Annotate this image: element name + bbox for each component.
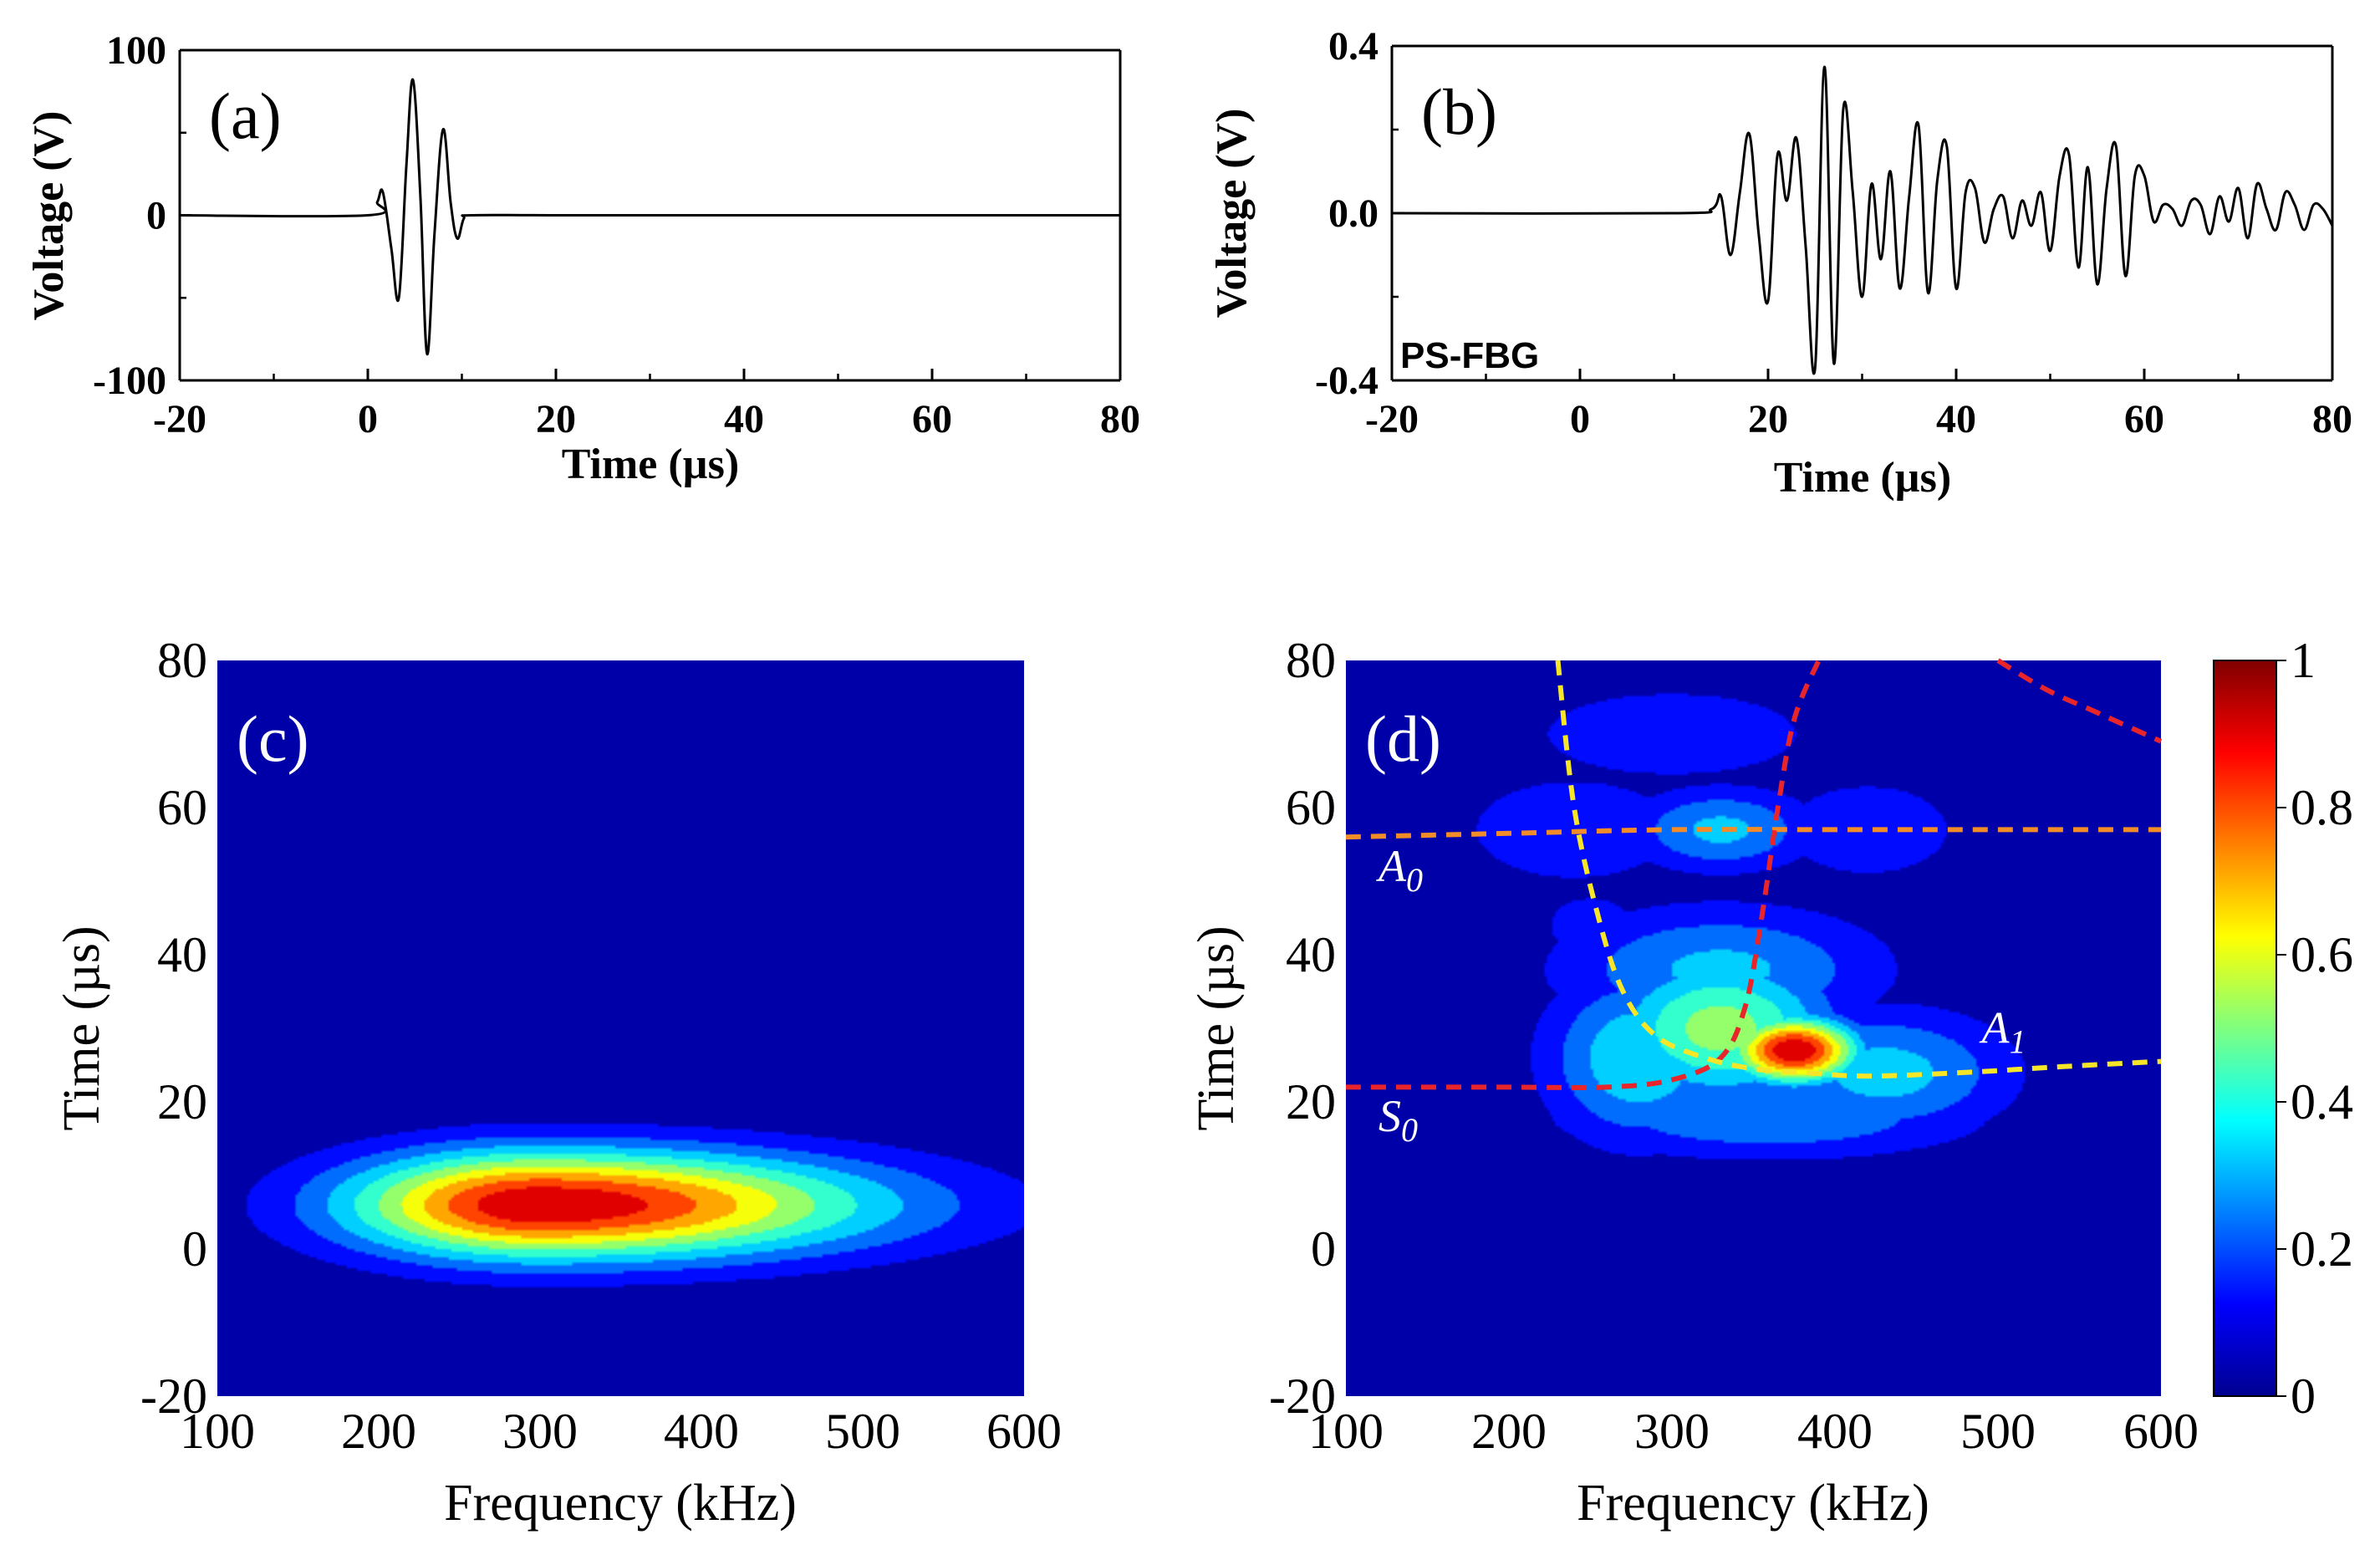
- x-tick-label: 300: [1634, 1404, 1710, 1459]
- colorbar-tick-label: 0.6: [2291, 927, 2353, 982]
- y-tick-label: 80: [1286, 633, 1336, 688]
- panel-c-x-axis-label: Frequency (kHz): [444, 1475, 797, 1532]
- dispersion-curve-extra-3: [1996, 658, 2163, 744]
- panel-d-dispersion-curves: [1345, 658, 2163, 1091]
- x-tick-label: 0: [358, 397, 378, 441]
- y-tick-label: 20: [1286, 1074, 1336, 1129]
- panel-d-heatmap: [1346, 660, 2161, 1396]
- panel-b-label: (b): [1421, 75, 1497, 148]
- colorbar-tick-label: 0: [2291, 1369, 2316, 1424]
- panel-b-signal-annotation: PS-FBG: [1400, 335, 1539, 376]
- y-tick-label: 0: [182, 1221, 207, 1277]
- panel-c-y-axis-label: Time (µs): [54, 925, 110, 1130]
- x-tick-label: 60: [912, 397, 952, 441]
- x-tick-label: -20: [1365, 397, 1419, 441]
- panel-d-y-axis-label: Time (µs): [1188, 925, 1245, 1130]
- panel-d-x-axis-label: Frequency (kHz): [1577, 1475, 1929, 1532]
- dispersion-curve-a1: [1555, 660, 2162, 1079]
- panel-d-ticks: 100 200 300 400 500 600 -20 0 20 40 60 80: [1269, 633, 2199, 1459]
- panel-b-x-axis-label: Time (µs): [1774, 454, 1951, 502]
- x-tick-label: 20: [1748, 397, 1788, 441]
- y-tick-label: 80: [157, 633, 207, 688]
- x-tick-label: 400: [664, 1404, 739, 1459]
- y-tick-label: 0: [1311, 1221, 1336, 1277]
- x-tick-label: -20: [153, 397, 206, 441]
- panel-a-x-axis-label: Time (µs): [562, 441, 739, 488]
- x-tick-label: 60: [2124, 397, 2164, 441]
- y-tick-label: 40: [157, 927, 207, 982]
- colorbar-tick-label: 1: [2291, 633, 2316, 688]
- colorbar-tick-label: 0.2: [2291, 1221, 2353, 1277]
- panel-b-y-axis-label: Voltage (V): [1208, 109, 1256, 319]
- y-tick-label: 100: [106, 28, 166, 73]
- y-tick-label: -100: [93, 359, 166, 403]
- x-tick-label: 200: [1471, 1404, 1547, 1459]
- x-tick-label: 500: [1960, 1404, 2036, 1459]
- y-tick-label: 60: [1286, 780, 1336, 835]
- colorbar-tick-label: 0.8: [2291, 780, 2353, 835]
- colorbar-ticks: 0 0.2 0.4 0.6 0.8 1: [2276, 633, 2353, 1424]
- x-tick-label: 20: [536, 397, 576, 441]
- y-tick-label: 40: [1286, 927, 1336, 982]
- x-tick-label: 80: [1100, 397, 1140, 441]
- x-tick-label: 100: [1308, 1404, 1384, 1459]
- x-tick-label: 200: [341, 1404, 416, 1459]
- y-tick-label: -0.4: [1315, 359, 1379, 403]
- panel-c-heatmap: [217, 660, 1024, 1396]
- panel-c-ticks: 100 200 300 400 500 600 -20 0 20 40 60 80: [140, 633, 1062, 1459]
- panel-b: -20 0 20 40 60 80 -0.4 0.0 0.4 (b) PS-FBG Time (…: [1208, 24, 2352, 502]
- panel-d-label: (d): [1365, 702, 1441, 775]
- x-tick-label: 600: [986, 1404, 1062, 1459]
- panel-b-signal-line: [1392, 65, 2332, 375]
- panel-a-y-axis-label: Voltage (V): [25, 111, 73, 321]
- panel-b-ticks: -20 0 20 40 60 80 -0.4 0.0 0.4: [1315, 24, 2352, 441]
- panel-a-signal-line: [180, 78, 1120, 355]
- panel-a-label: (a): [209, 79, 282, 152]
- y-tick-label: 0.4: [1328, 24, 1379, 69]
- y-tick-label: 20: [157, 1074, 207, 1129]
- y-tick-label: 0.0: [1328, 191, 1379, 236]
- x-tick-label: 300: [502, 1404, 578, 1459]
- x-tick-label: 40: [1936, 397, 1976, 441]
- panel-c: 100 200 300 400 500 600 -20 0 20 40 60 80 (c) Frequ…: [54, 633, 1062, 1532]
- y-tick-label: 60: [157, 780, 207, 835]
- y-tick-label: -20: [140, 1369, 207, 1424]
- x-tick-label: 0: [1570, 397, 1590, 441]
- x-tick-label: 600: [2123, 1404, 2199, 1459]
- x-tick-label: 100: [180, 1404, 255, 1459]
- y-tick-label: 0: [146, 194, 166, 238]
- panel-c-label: (c): [237, 702, 309, 775]
- panel-a-ticks: -20 0 20 40 60 80 -100 0 100: [93, 28, 1140, 441]
- colorbar: [2213, 660, 2277, 1397]
- panel-a: -20 0 20 40 60 80 -100 0 100 (a) Time (µs) Volta…: [25, 28, 1140, 488]
- colorbar-tick-label: 0.4: [2291, 1074, 2353, 1129]
- y-tick-label: -20: [1269, 1369, 1336, 1424]
- x-tick-label: 40: [724, 397, 764, 441]
- x-tick-label: 80: [2312, 397, 2352, 441]
- dispersion-curve-a0: [1345, 827, 2161, 840]
- x-tick-label: 400: [1797, 1404, 1873, 1459]
- x-tick-label: 500: [825, 1404, 900, 1459]
- dispersion-curve-s0: [1345, 659, 1822, 1091]
